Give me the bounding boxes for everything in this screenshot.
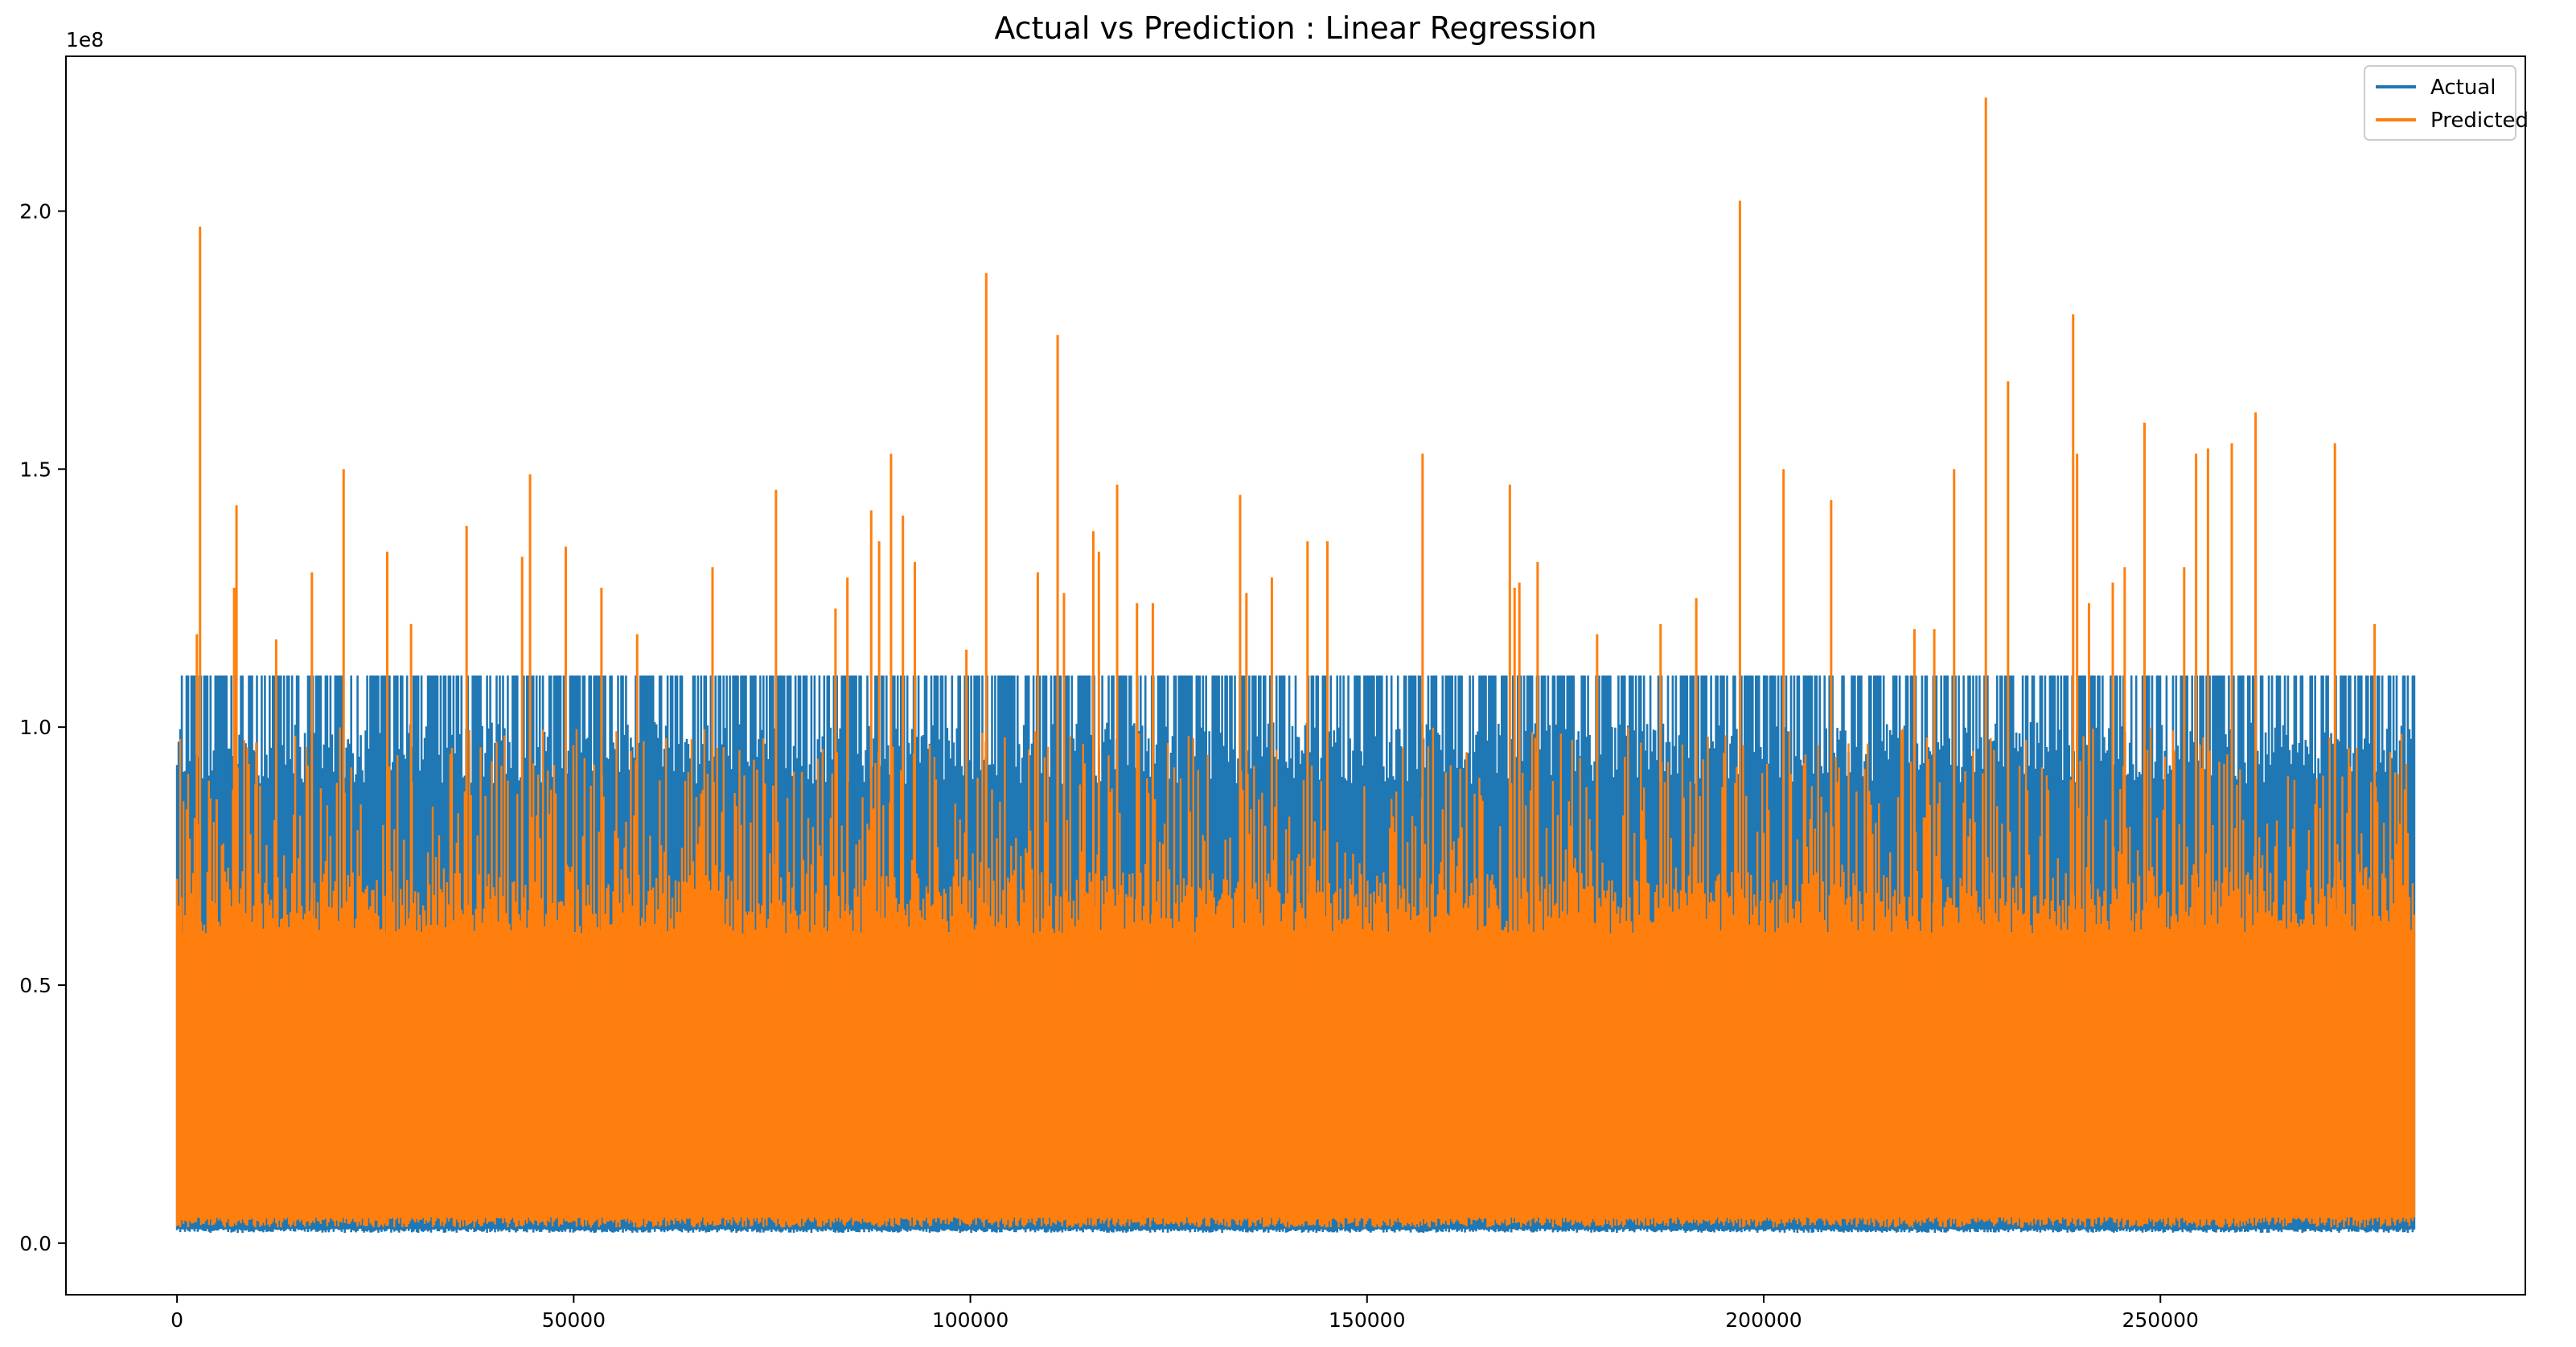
y-offset-label: 1e8 [66, 28, 104, 51]
x-tick-label: 100000 [932, 1308, 1009, 1332]
y-tick-label: 0.0 [19, 1232, 51, 1255]
x-tick-label: 0 [171, 1308, 183, 1332]
plot-frame [65, 55, 2526, 1296]
x-tick-label: 250000 [2122, 1308, 2199, 1332]
legend-label-actual: Actual [2430, 76, 2496, 100]
series-predicted-line [175, 727, 2416, 1228]
x-tick-label: 200000 [1725, 1308, 1802, 1332]
x-tick-label: 150000 [1329, 1308, 1405, 1332]
series-layer [175, 97, 2416, 1233]
y-tick-label: 2.0 [19, 200, 51, 224]
x-tick-label: 50000 [542, 1308, 606, 1332]
x-axis: 0 50000 100000 150000 200000 250000 [171, 1295, 2199, 1332]
chart-title: Actual vs Prediction : Linear Regression [994, 10, 1596, 46]
y-tick-label: 0.5 [19, 974, 51, 997]
legend-label-predicted: Predicted [2430, 109, 2529, 133]
y-tick-label: 1.5 [19, 458, 51, 481]
legend: Actual Predicted [2364, 65, 2529, 141]
y-tick-label: 1.0 [19, 716, 51, 739]
y-axis: 0.0 0.5 1.0 1.5 2.0 [19, 200, 66, 1255]
